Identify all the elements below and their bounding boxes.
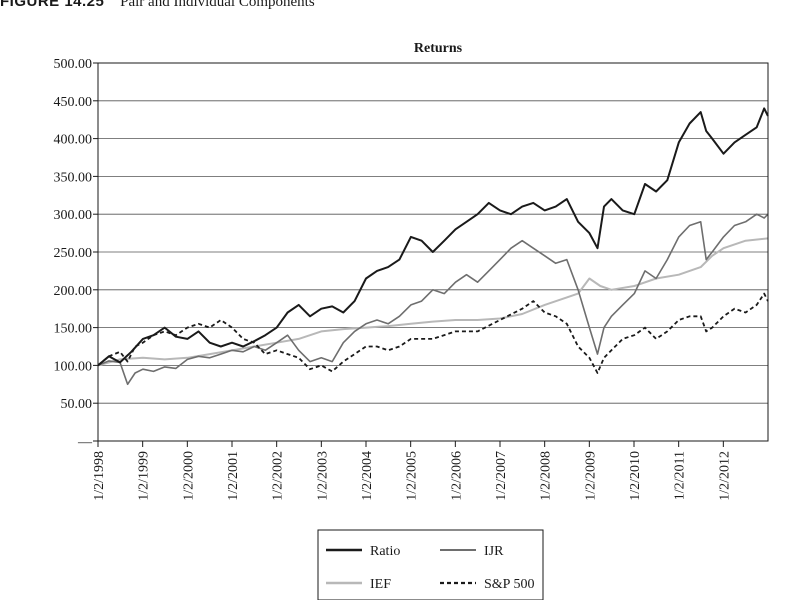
x-tick-label: 1/2/2010 [628,451,643,501]
y-tick-label: 500.00 [54,57,93,72]
figure-label: FIGURE 14.25 [0,0,105,10]
y-tick-label: 200.00 [54,284,93,299]
y-tick-label: 50.00 [61,397,93,412]
chart-title: Returns [414,41,463,56]
y-axis: — 50.00 100.00 150.00 200.00 250.00 300.00 350.… [54,57,98,450]
x-tick-label: 1/2/1999 [137,451,152,501]
y-tick-label: 400.00 [54,133,93,148]
figure-caption: Pair and Individual Components [120,0,315,10]
x-tick-label: 1/2/2003 [315,451,330,501]
x-tick-label: 1/2/2006 [449,451,464,501]
legend-label-ratio: Ratio [370,544,400,559]
x-tick-label: 1/2/2000 [181,451,196,501]
plot-frame [97,62,769,442]
series-lines [97,107,769,386]
figure-header: FIGURE 14.25 Pair and Individual Compone… [0,0,315,11]
x-axis: 1/2/1998 1/2/1999 1/2/2000 1/2/2001 1/2/2002… [92,441,732,501]
series-line-ief [97,237,769,367]
x-tick-label: 1/2/2004 [360,451,375,501]
x-tick-label: 1/2/2005 [405,451,420,501]
legend: Ratio IJR IEF S&P 500 [317,529,544,600]
series-line-ratio [97,107,769,367]
legend-label-s-p-500: S&P 500 [484,577,534,592]
x-tick-label: 1/2/2007 [494,451,509,501]
y-tick-label: 250.00 [54,246,93,261]
y-tick-label: 100.00 [54,359,93,374]
y-tick-label: 300.00 [54,208,93,223]
x-tick-label: 1/2/2002 [271,451,286,501]
y-tick-label: 450.00 [54,95,93,110]
legend-label-ief: IEF [370,577,391,592]
legend-label-ijr: IJR [484,544,504,559]
series-line-ijr [97,213,769,386]
x-tick-label: 1/2/2012 [717,451,732,501]
legend-box [317,529,544,600]
y-tick-label: 350.00 [54,170,93,185]
y-tick-label: — [77,435,93,450]
x-tick-label: 1/2/2001 [226,451,241,501]
y-tick-label: 150.00 [54,322,93,337]
series-line-s-p-500 [97,292,769,374]
x-tick-label: 1/2/1998 [92,451,107,501]
x-tick-label: 1/2/2009 [583,451,598,501]
x-tick-label: 1/2/2008 [539,451,554,501]
x-tick-label: 1/2/2011 [673,451,688,500]
